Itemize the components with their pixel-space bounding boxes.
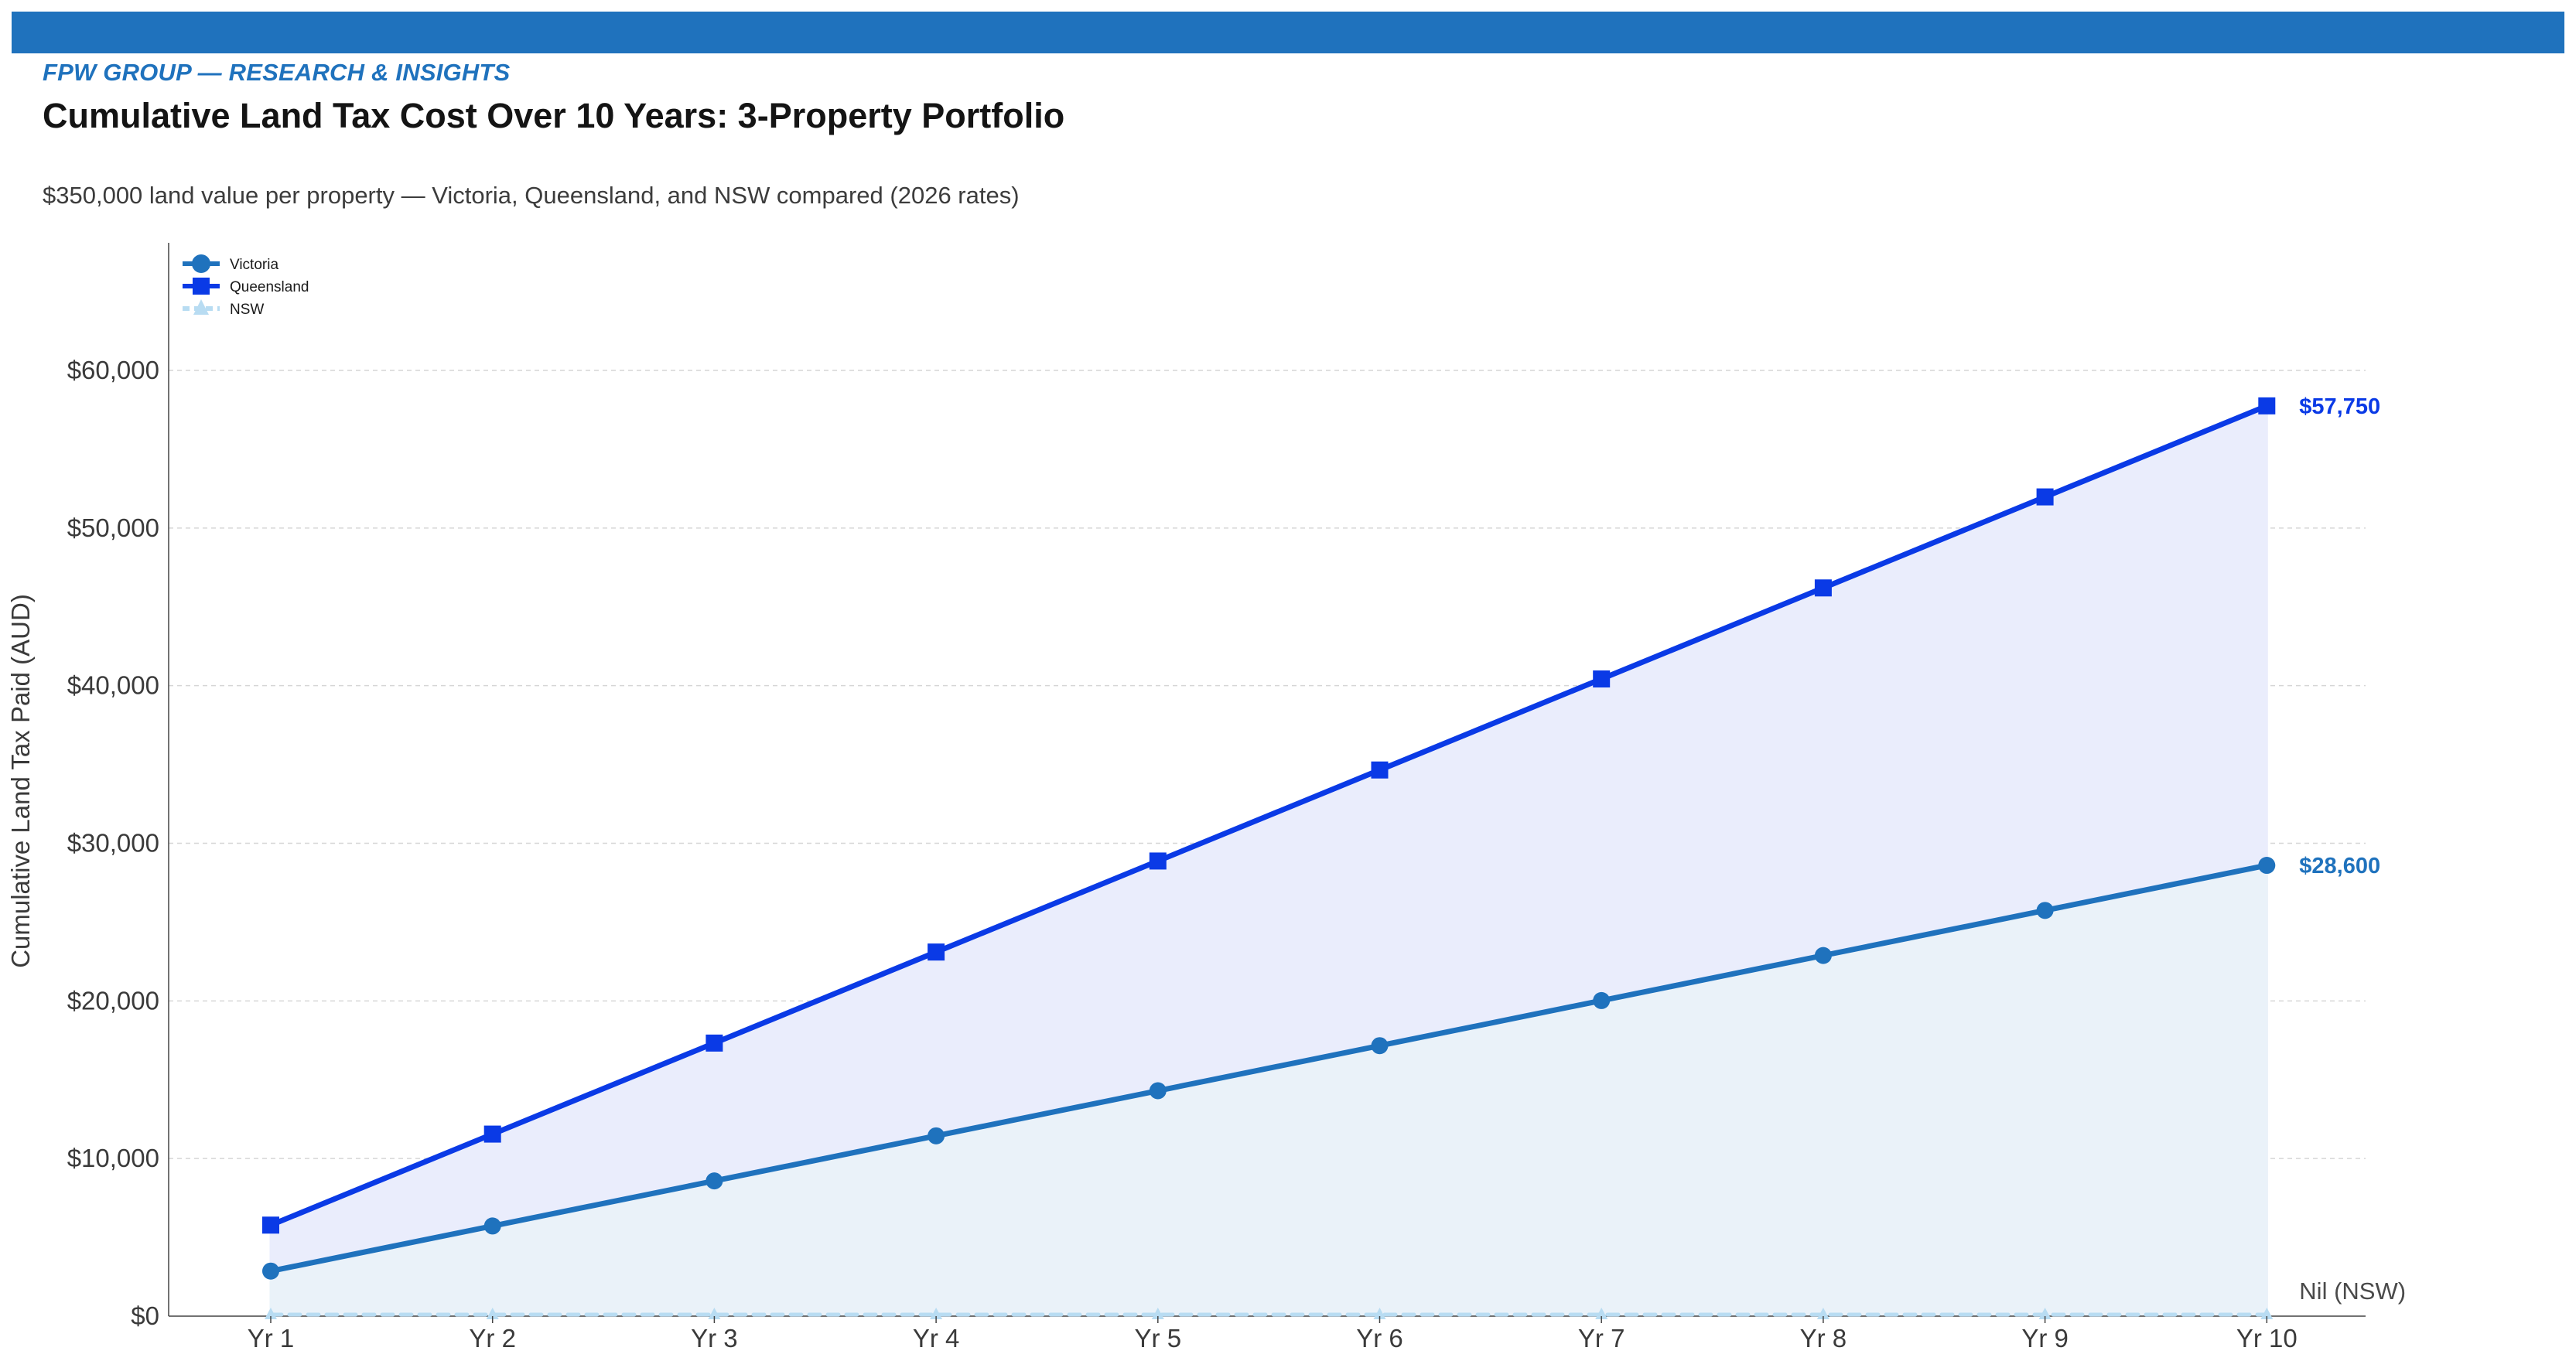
y-tick-label: $10,000 — [67, 1144, 159, 1172]
x-tick-label: Yr 5 — [1135, 1324, 1182, 1352]
end-label-queensland: $57,750 — [2299, 394, 2380, 419]
data-point-victoria — [2036, 902, 2054, 919]
data-point-victoria — [483, 1217, 501, 1235]
legend-label-victoria: Victoria — [230, 257, 278, 273]
data-point-victoria — [705, 1172, 723, 1190]
data-point-victoria — [1593, 991, 1611, 1009]
y-tick-label: $60,000 — [67, 356, 159, 384]
data-point-victoria — [1371, 1037, 1389, 1055]
data-point-queensland — [705, 1034, 723, 1052]
data-point-nsw — [2260, 1308, 2274, 1319]
legend-label-queensland: Queensland — [230, 279, 309, 295]
x-tick-label: Yr 2 — [469, 1324, 516, 1352]
end-labels: $28,600 $57,750 Nil (NSW) — [2299, 394, 2406, 1305]
tick-labels: $0 $10,000 $20,000 $30,000 $40,000 $50,000 $60… — [67, 356, 2298, 1352]
data-point-victoria — [1149, 1082, 1167, 1100]
data-point-nsw — [265, 1308, 277, 1319]
data-point-nsw — [1816, 1308, 1830, 1319]
series-markers — [262, 397, 2276, 1319]
y-tick-label: $20,000 — [67, 986, 159, 1015]
x-tick-label: Yr 4 — [913, 1324, 960, 1352]
chart-subtitle: $350,000 land value per property — Victo… — [43, 182, 1020, 209]
x-tick-label: Yr 10 — [2236, 1324, 2298, 1352]
series-line-queensland — [268, 403, 2270, 1228]
data-point-queensland — [1593, 670, 1611, 688]
brand-header-bar — [12, 12, 2564, 53]
legend-marker-nsw — [193, 299, 209, 315]
y-axis-title: Cumulative Land Tax Paid (AUD) — [6, 594, 35, 968]
y-tick-label: $40,000 — [67, 671, 159, 700]
data-point-nsw — [930, 1308, 943, 1319]
data-point-queensland — [1371, 761, 1389, 779]
x-tick-label: Yr 1 — [248, 1324, 295, 1352]
data-point-victoria — [1814, 947, 1832, 964]
data-point-queensland — [483, 1125, 501, 1143]
legend-marker-victoria — [192, 254, 210, 273]
end-label-victoria: $28,600 — [2299, 854, 2380, 878]
data-point-victoria — [2258, 857, 2276, 875]
series-lines — [268, 403, 2270, 1317]
data-point-nsw — [1595, 1308, 1608, 1319]
data-point-nsw — [2038, 1308, 2052, 1319]
data-point-nsw — [1373, 1308, 1386, 1319]
data-point-queensland — [262, 1216, 279, 1234]
data-point-nsw — [1151, 1308, 1164, 1319]
chart-title: Cumulative Land Tax Cost Over 10 Years: … — [43, 96, 1065, 135]
series-area-victoria — [271, 865, 2267, 1316]
data-point-queensland — [928, 943, 945, 961]
x-tick-label: Yr 7 — [1578, 1324, 1625, 1352]
y-tick-label: $30,000 — [67, 829, 159, 858]
data-point-queensland — [2258, 397, 2276, 414]
x-tick-label: Yr 8 — [1800, 1324, 1847, 1352]
x-tick-label: Yr 3 — [691, 1324, 738, 1352]
legend-marker-queensland — [193, 278, 210, 295]
y-tick-label: $0 — [131, 1301, 159, 1330]
data-point-victoria — [262, 1262, 279, 1280]
end-label-nsw: Nil (NSW) — [2299, 1277, 2406, 1305]
legend: Victoria Queensland NSW — [183, 254, 309, 318]
data-point-queensland — [1149, 852, 1167, 870]
area-fills — [269, 405, 2268, 1316]
x-tick-label: Yr 6 — [1356, 1324, 1403, 1352]
data-point-queensland — [1814, 579, 1832, 597]
data-point-nsw — [708, 1308, 721, 1319]
brand-label: FPW GROUP — RESEARCH & INSIGHTS — [43, 59, 511, 86]
x-tick-label: Yr 9 — [2021, 1324, 2069, 1352]
y-tick-label: $50,000 — [67, 513, 159, 542]
data-point-victoria — [928, 1127, 945, 1144]
data-point-queensland — [2036, 488, 2054, 506]
data-point-nsw — [486, 1308, 499, 1319]
series-line-victoria — [268, 862, 2270, 1274]
legend-label-nsw: NSW — [230, 302, 264, 318]
